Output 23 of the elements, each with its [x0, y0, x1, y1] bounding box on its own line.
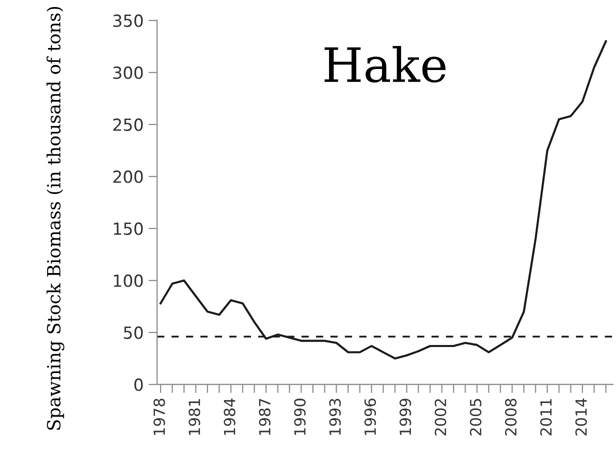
x-tick-label: 1981 — [188, 399, 200, 435]
x-tick-label: 2005 — [470, 399, 482, 436]
y-tick-label: 150 — [114, 222, 143, 236]
y-tick-label: 50 — [124, 326, 143, 340]
x-tick-label: 2008 — [505, 398, 517, 436]
x-tick-label: 1984 — [224, 398, 236, 435]
y-axis-title: Spawning Stock Biomass (in thousand of tons) — [46, 6, 64, 430]
x-tick-label: 1978 — [153, 398, 166, 435]
y-tick-label: 100 — [114, 274, 143, 288]
x-tick-label: 2014 — [575, 398, 587, 436]
y-tick-label: 300 — [113, 66, 143, 80]
y-tick-label: 250 — [113, 118, 143, 132]
x-tick-label: 1987 — [258, 398, 270, 435]
x-tick-label: 2002 — [434, 399, 446, 436]
chart-title: Hake — [324, 46, 446, 83]
x-tick-label: 1993 — [329, 398, 341, 435]
x-tick-label: 1999 — [400, 398, 412, 435]
x-tick-label: 1990 — [294, 398, 306, 435]
x-tick-label: 2011 — [540, 399, 552, 436]
x-tick-label: 1996 — [364, 398, 376, 435]
y-tick-label: 0 — [134, 378, 143, 392]
y-tick-label: 350 — [113, 14, 143, 28]
y-tick-label: 200 — [113, 170, 143, 184]
